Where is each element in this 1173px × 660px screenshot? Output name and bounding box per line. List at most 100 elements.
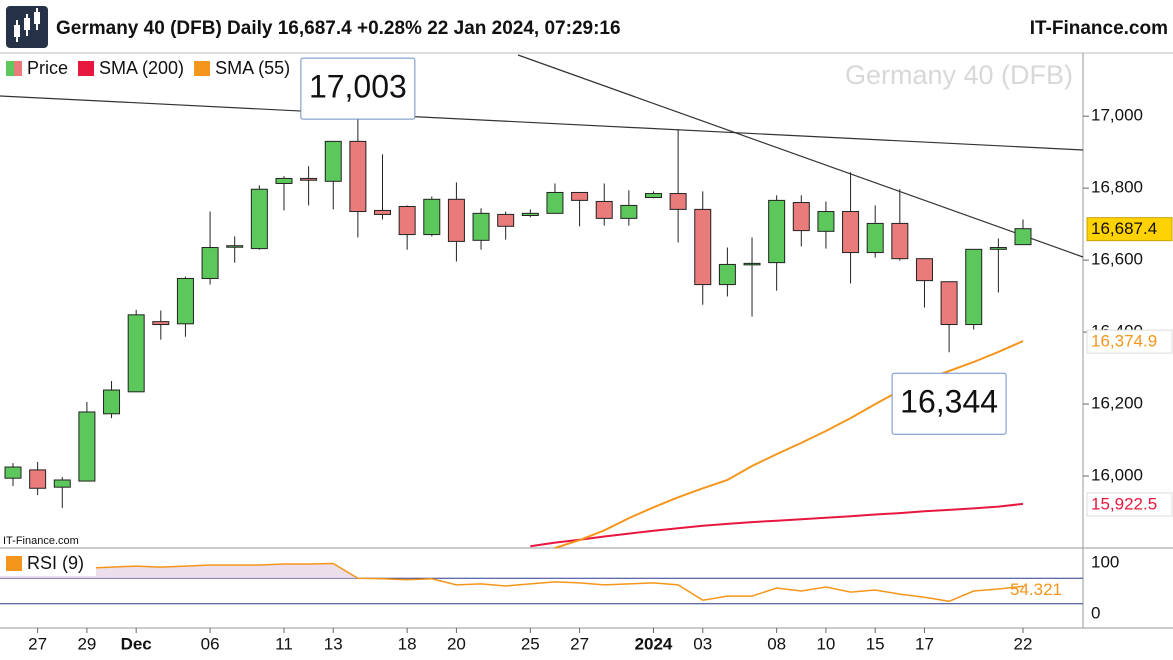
- last-value-label: 16,687.4: [1091, 219, 1157, 238]
- candle-body: [521, 212, 539, 216]
- candle-body: [620, 204, 638, 219]
- annotation-box: [891, 372, 1007, 435]
- last-value-label: 16,374.9: [1091, 332, 1157, 351]
- candle-body: [891, 222, 909, 260]
- annotation-label: 17,003: [309, 69, 407, 105]
- candle-body: [226, 245, 244, 248]
- candle-body: [423, 198, 441, 236]
- x-tick-label: 18: [398, 634, 417, 653]
- annotation-label: 16,344: [900, 384, 998, 420]
- chart-title: Germany 40 (DFB) Daily 16,687.4 +0.28% 2…: [56, 18, 621, 39]
- candle-body: [472, 212, 490, 241]
- x-tick-label: 27: [28, 634, 47, 653]
- legend-label: SMA (55): [215, 58, 290, 78]
- x-tick-label: 2024: [635, 634, 673, 653]
- candle-body: [915, 258, 933, 282]
- candle-body: [250, 188, 268, 250]
- candle-body: [1014, 228, 1032, 246]
- legend-swatch: [6, 61, 14, 76]
- x-tick-label: 06: [201, 634, 220, 653]
- rsi-tick-label: 0: [1091, 603, 1100, 622]
- x-tick-label: 15: [866, 634, 885, 653]
- candle-body: [53, 479, 71, 488]
- candle-body: [817, 211, 835, 232]
- candle-body: [989, 247, 1007, 250]
- source: IT-Finance.com: [1030, 18, 1168, 39]
- legend-swatch: [194, 61, 211, 76]
- watermark: Germany 40 (DFB): [845, 60, 1073, 90]
- candle-body: [965, 248, 983, 326]
- x-tick-label: Dec: [121, 634, 152, 653]
- annotation-box: [300, 57, 416, 120]
- last-value-box: [1086, 492, 1173, 517]
- x-tick-label: 20: [447, 634, 466, 653]
- y-tick-label: 16,200: [1091, 394, 1143, 413]
- candle-body: [398, 205, 416, 236]
- last-value-box: [1086, 329, 1173, 354]
- candle-body: [78, 411, 96, 482]
- x-tick-label: 25: [521, 634, 540, 653]
- candle-body: [29, 469, 47, 489]
- candle-body: [103, 389, 121, 415]
- candle-body: [694, 208, 712, 286]
- candle-body: [940, 281, 958, 326]
- y-tick-label: 16,000: [1091, 466, 1143, 485]
- rsi-last-label: 54.321: [1010, 580, 1062, 599]
- header-icon: [6, 6, 48, 48]
- x-tick-label: 27: [570, 634, 589, 653]
- candle-body: [571, 191, 589, 201]
- plot-credit: IT-Finance.com: [3, 535, 79, 547]
- candle-body: [152, 321, 170, 326]
- y-tick-label: 16,600: [1091, 250, 1143, 269]
- legend-bg: [0, 56, 310, 80]
- candle-body: [4, 466, 22, 479]
- candle-body: [349, 140, 367, 213]
- candle-body: [743, 262, 761, 266]
- x-tick-label: 08: [767, 634, 786, 653]
- legend-label: RSI (9): [27, 553, 84, 573]
- rsi-line: [13, 562, 1024, 603]
- trend-line: [517, 54, 1084, 258]
- last-value-box: [1086, 217, 1173, 242]
- candle-body: [792, 202, 810, 232]
- legend-swatch: [6, 556, 22, 571]
- legend-swatch: [78, 61, 95, 76]
- x-tick-label: 11: [275, 634, 293, 653]
- candle-body: [497, 213, 515, 227]
- legend-label: Price: [27, 58, 68, 78]
- x-tick-label: 29: [77, 634, 96, 653]
- candle-body: [324, 140, 342, 182]
- candle-body: [300, 177, 318, 181]
- candle-body: [866, 222, 884, 254]
- x-tick-label: 17: [915, 634, 934, 653]
- candle-body: [176, 277, 194, 325]
- last-value-label: 15,922.5: [1091, 494, 1157, 513]
- candle-body: [546, 191, 564, 214]
- candle-body: [127, 314, 145, 393]
- y-tick-label: 17,000: [1091, 106, 1143, 125]
- candle-body: [275, 177, 293, 184]
- candle-body: [718, 263, 736, 286]
- x-tick-label: 13: [324, 634, 343, 653]
- candle-body: [201, 247, 219, 279]
- candle-body: [669, 193, 687, 210]
- legend-label: SMA (200): [99, 58, 184, 78]
- x-tick-label: 22: [1014, 634, 1033, 653]
- y-tick-label: 16,800: [1091, 178, 1143, 197]
- x-tick-label: 03: [693, 634, 712, 653]
- candle-body: [842, 211, 860, 254]
- sma-line: [530, 502, 1024, 548]
- candle-body: [595, 200, 613, 219]
- rsi-tick-label: 100: [1091, 552, 1119, 571]
- candle-body: [644, 193, 662, 199]
- candle-body: [447, 198, 465, 242]
- legend-swatch: [14, 61, 22, 76]
- legend: Price SMA (200) SMA (55): [0, 56, 310, 80]
- trend-line: [0, 95, 1084, 151]
- candle-body: [374, 209, 392, 215]
- candle-body: [768, 199, 786, 264]
- x-tick-label: 10: [816, 634, 835, 653]
- sma-line: [554, 340, 1024, 549]
